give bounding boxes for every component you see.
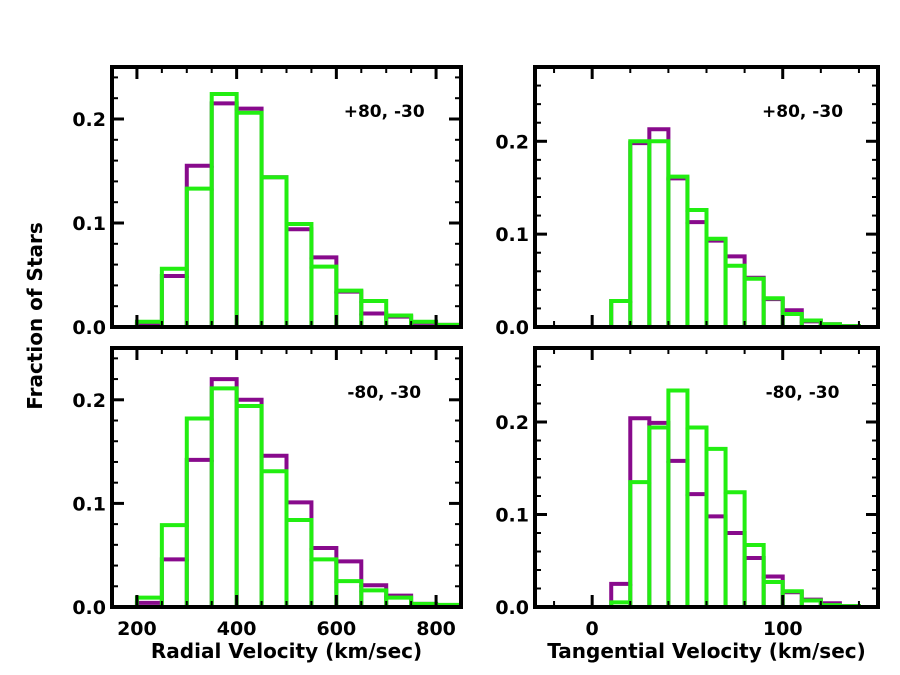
bar-purple bbox=[287, 229, 312, 327]
bar-purple bbox=[687, 222, 706, 327]
bar-purple bbox=[237, 400, 262, 607]
bar-purple bbox=[162, 559, 187, 607]
bar-green bbox=[764, 298, 783, 327]
bar-purple bbox=[668, 461, 687, 607]
bar-purple bbox=[311, 548, 336, 607]
y-tick-label: 0.1 bbox=[495, 224, 529, 246]
x-axis-title: Tangential Velocity (km/sec) bbox=[547, 639, 866, 663]
bar-purple bbox=[668, 178, 687, 327]
bar-green bbox=[707, 449, 726, 607]
bar-green bbox=[745, 279, 764, 327]
y-tick-label: 0.0 bbox=[72, 597, 106, 619]
panel-radial_top: 0.0 0.1 0.2 +80, -30 bbox=[72, 65, 463, 339]
panel-tangential_bottom: 0.0 0.1 0.2 0 100 -80, -30 Tangential Velocity… bbox=[495, 346, 880, 663]
x-tick-label: 800 bbox=[416, 618, 456, 640]
bar-purple bbox=[783, 592, 802, 607]
bar-green bbox=[707, 239, 726, 327]
bar-green bbox=[287, 224, 312, 327]
bar-purple bbox=[745, 278, 764, 327]
bar-purple bbox=[212, 103, 237, 327]
bar-green bbox=[212, 94, 237, 327]
x-tick-label: 600 bbox=[317, 618, 357, 640]
bar-green bbox=[212, 388, 237, 607]
bar-green bbox=[237, 113, 262, 327]
bar-purple bbox=[611, 301, 630, 327]
panel-annotation: -80, -30 bbox=[766, 383, 840, 403]
bar-purple bbox=[262, 177, 287, 327]
bar-green bbox=[630, 141, 649, 327]
panel-annotation: -80, -30 bbox=[347, 383, 421, 403]
x-tick-label: 200 bbox=[117, 618, 157, 640]
bar-purple bbox=[212, 379, 237, 607]
bar-purple bbox=[361, 313, 386, 327]
bar-purple bbox=[707, 516, 726, 607]
y-tick-label: 0.0 bbox=[72, 317, 106, 339]
bar-green bbox=[287, 520, 312, 607]
bar-purple bbox=[336, 292, 361, 327]
y-tick-label: 0.0 bbox=[495, 317, 529, 339]
y-tick-label: 0.1 bbox=[72, 493, 106, 515]
bar-purple bbox=[262, 456, 287, 607]
bar-green bbox=[764, 582, 783, 607]
bar-green bbox=[336, 581, 361, 607]
bar-purple bbox=[649, 129, 668, 327]
bar-green bbox=[668, 391, 687, 607]
bar-green bbox=[162, 525, 187, 607]
bar-green bbox=[262, 177, 287, 327]
panel-annotation: +80, -30 bbox=[344, 102, 425, 122]
y-tick-label: 0.2 bbox=[495, 131, 529, 153]
bar-green bbox=[649, 428, 668, 607]
bar-purple bbox=[707, 241, 726, 327]
bar-green bbox=[361, 590, 386, 607]
x-tick-label: 0 bbox=[586, 618, 599, 640]
panel-annotation: +80, -30 bbox=[762, 102, 843, 122]
bar-green bbox=[311, 267, 336, 327]
bar-green bbox=[726, 266, 745, 327]
bar-purple bbox=[630, 143, 649, 327]
series-green-tangential_top bbox=[609, 139, 861, 329]
x-axis-title: Radial Velocity (km/sec) bbox=[151, 639, 422, 663]
bar-purple bbox=[336, 561, 361, 607]
bar-green bbox=[262, 471, 287, 607]
y-tick-label: 0.1 bbox=[495, 505, 529, 527]
y-axis-title: Fraction of Stars bbox=[23, 222, 47, 410]
bar-purple bbox=[187, 460, 212, 607]
y-tick-label: 0.2 bbox=[495, 412, 529, 434]
bar-purple bbox=[764, 299, 783, 327]
bar-purple bbox=[726, 533, 745, 607]
bar-purple bbox=[630, 418, 649, 607]
bar-green bbox=[687, 428, 706, 607]
bar-green bbox=[630, 482, 649, 607]
bar-green bbox=[649, 141, 668, 327]
bar-purple bbox=[687, 494, 706, 607]
bar-green bbox=[311, 559, 336, 607]
y-tick-label: 0.2 bbox=[72, 390, 106, 412]
bar-green bbox=[187, 189, 212, 327]
y-tick-label: 0.0 bbox=[495, 597, 529, 619]
bar-purple bbox=[745, 558, 764, 607]
y-tick-label: 0.1 bbox=[72, 213, 106, 235]
bar-purple bbox=[237, 109, 262, 327]
x-tick-label: 100 bbox=[763, 618, 803, 640]
bar-green bbox=[726, 492, 745, 607]
bar-green bbox=[336, 291, 361, 327]
bar-purple bbox=[162, 276, 187, 327]
bar-green bbox=[187, 418, 212, 607]
x-tick-label: 400 bbox=[217, 618, 257, 640]
y-tick-label: 0.2 bbox=[72, 109, 106, 131]
panel-radial_bottom: 0.0 0.1 0.2 200 400 600 800 -80, -30 Radial Velo… bbox=[72, 346, 463, 663]
bar-green bbox=[611, 301, 630, 327]
panel-tangential_top: 0.0 0.1 0.2 +80, -30 bbox=[495, 65, 880, 339]
bar-purple bbox=[649, 423, 668, 607]
series-green-radial_bottom bbox=[112, 386, 463, 609]
bar-green bbox=[237, 406, 262, 607]
bar-green bbox=[745, 545, 764, 607]
series-green-radial_top bbox=[112, 92, 463, 329]
bar-green bbox=[687, 210, 706, 327]
bar-green bbox=[668, 177, 687, 327]
